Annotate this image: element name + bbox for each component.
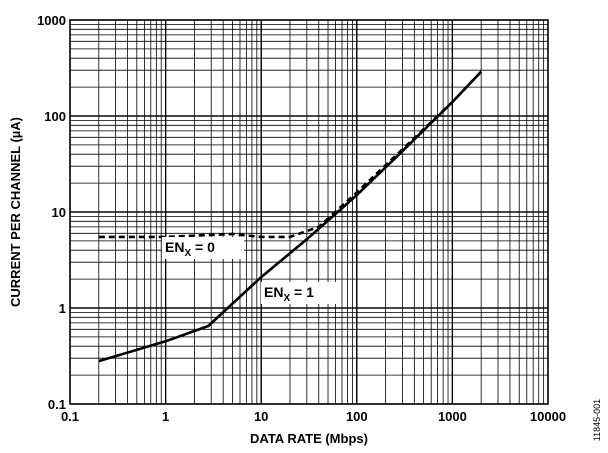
y-tick-label: 0.1 (48, 397, 66, 412)
annotation-text-rest: = 1 (290, 284, 314, 300)
series-group (98, 70, 483, 363)
x-tick-label: 100 (346, 409, 368, 424)
annotation-subscript: X (283, 293, 290, 304)
annotation-background (261, 282, 341, 304)
annotation-subscript: X (184, 248, 191, 259)
annotation-text-main: EN (264, 284, 283, 300)
grid-lines (69, 19, 549, 405)
x-axis-label: DATA RATE (Mbps) (250, 431, 368, 446)
x-tick-label: 10000 (530, 409, 566, 424)
y-tick-label: 10 (52, 205, 66, 220)
y-tick-label: 1 (59, 301, 66, 316)
annotation-text-main: EN (165, 239, 184, 255)
annotation-label: ENX = 0 (165, 239, 215, 259)
y-axis-ticks: 0.1 1 10 100 1000 (37, 13, 66, 412)
annotation-text-rest: = 0 (191, 239, 215, 255)
annotation-enx-1: ENX = 1 (261, 282, 341, 304)
annotation-background (162, 237, 244, 259)
y-tick-label: 100 (44, 109, 66, 124)
plot-frame (69, 19, 549, 405)
figure-id: 11845-001 (592, 399, 602, 441)
annotation-enx-0: ENX = 0 (162, 237, 244, 259)
series-line-enx-1 (98, 70, 483, 363)
x-tick-label: 10 (254, 409, 268, 424)
x-tick-label: 1000 (438, 409, 467, 424)
x-tick-label: 1 (162, 409, 169, 424)
x-axis-ticks: 0.1 1 10 100 1000 10000 (61, 409, 566, 424)
y-axis-label: CURRENT PER CHANNEL (µA) (8, 117, 23, 307)
annotation-label: ENX = 1 (264, 284, 314, 304)
y-tick-label: 1000 (37, 13, 66, 28)
x-tick-label: 0.1 (61, 409, 79, 424)
